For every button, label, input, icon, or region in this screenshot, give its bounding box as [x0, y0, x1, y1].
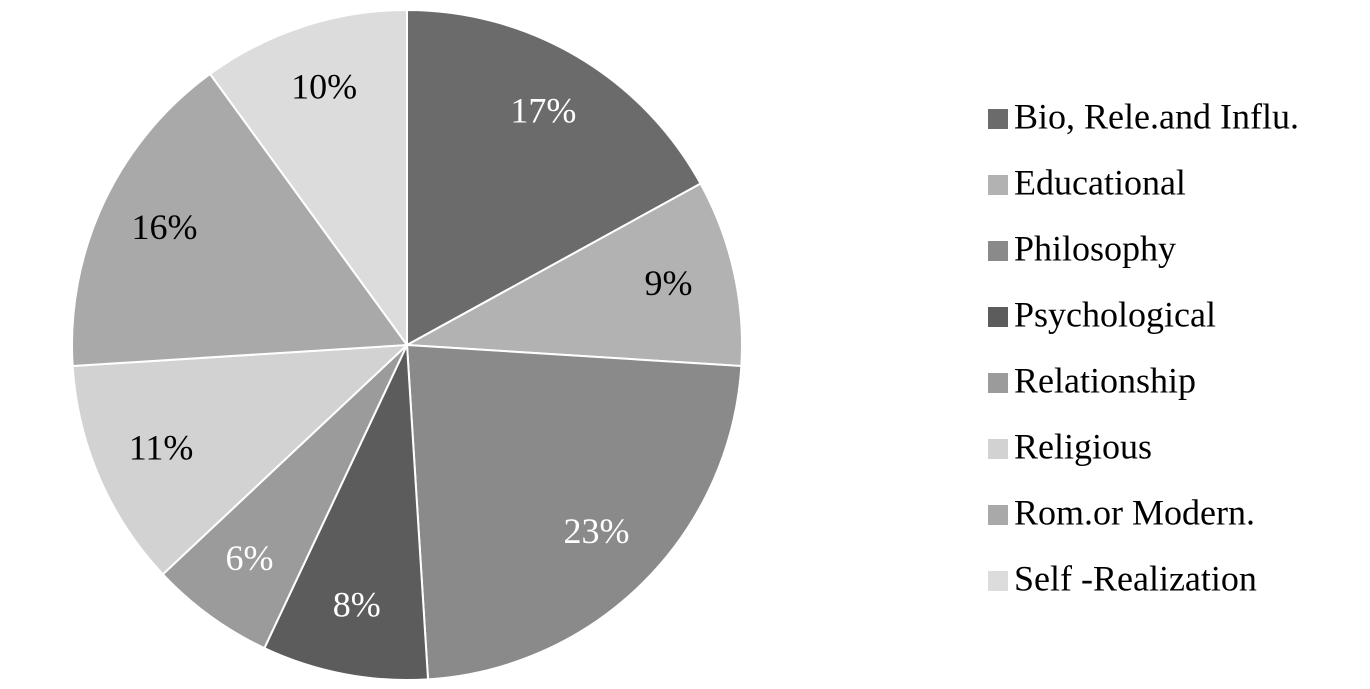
legend-label: Bio, Rele.and Influ.	[1014, 96, 1299, 136]
pie-slice	[71, 343, 410, 576]
legend-label: Philosophy	[1014, 228, 1176, 268]
pie-slice	[71, 72, 409, 368]
legend-swatch	[988, 241, 1008, 261]
legend-swatch	[988, 307, 1008, 327]
data-label: 9%	[645, 263, 693, 303]
data-label: 10%	[291, 66, 357, 106]
data-label: 16%	[132, 207, 198, 247]
data-label: 17%	[510, 91, 576, 131]
pie-slice	[161, 344, 408, 650]
legend-label: Educational	[1014, 162, 1186, 202]
legend-swatch	[988, 571, 1008, 591]
legend-label: Relationship	[1014, 360, 1196, 400]
pie-slice	[263, 344, 430, 681]
legend-label: Psychological	[1014, 294, 1216, 334]
pie-slice	[403, 182, 743, 368]
data-label: 8%	[333, 585, 381, 625]
legend-swatch	[988, 505, 1008, 525]
legend-label: Self -Realization	[1014, 558, 1257, 598]
legend-label: Rom.or Modern.	[1014, 492, 1255, 532]
legend-swatch	[988, 175, 1008, 195]
data-label: 6%	[225, 538, 273, 578]
legend-swatch	[988, 109, 1008, 129]
data-label: 11%	[129, 428, 194, 468]
pie-slice	[406, 8, 702, 347]
legend-label: Religious	[1014, 426, 1152, 466]
legend-swatch	[988, 439, 1008, 459]
data-label: 23%	[564, 511, 630, 551]
pie-slice	[208, 8, 408, 349]
pie-slice	[405, 343, 743, 681]
legend-swatch	[988, 373, 1008, 393]
